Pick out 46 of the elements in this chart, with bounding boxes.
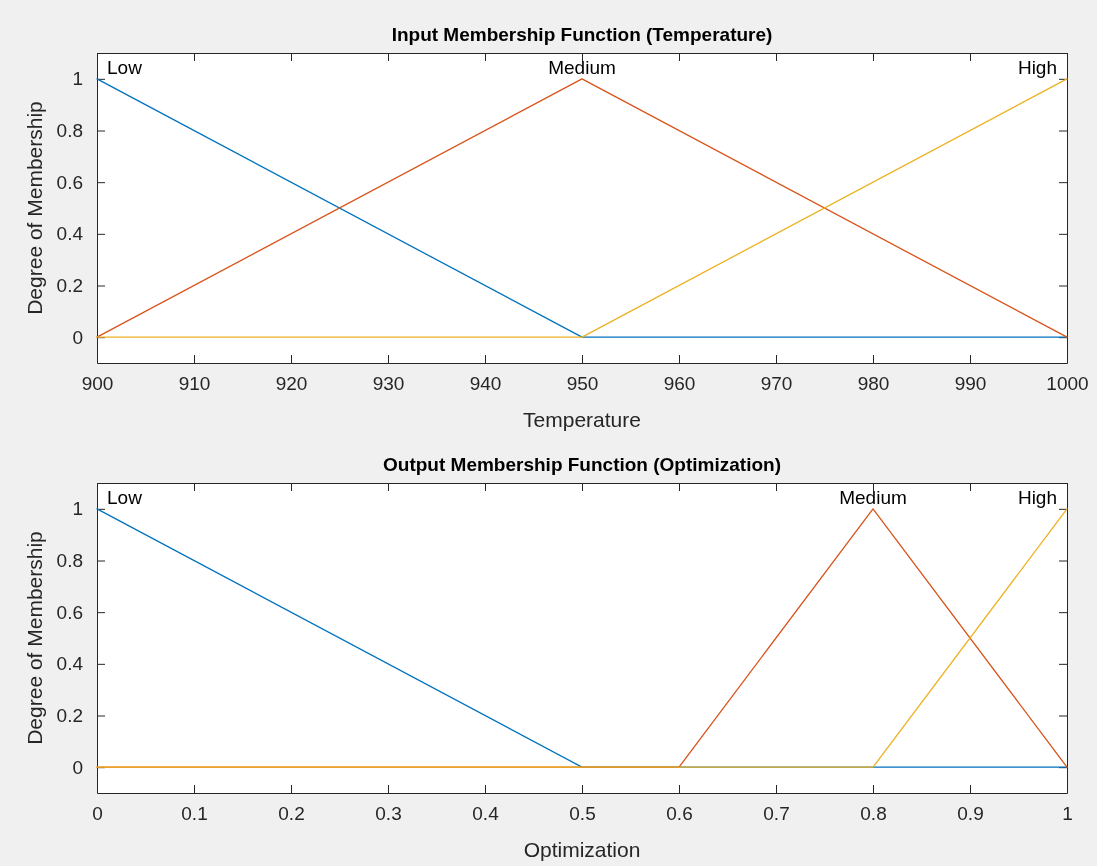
x-tick-label: 960	[663, 373, 696, 395]
x-tick-label: 0.9	[957, 803, 984, 825]
chart-title: Input Membership Function (Temperature)	[391, 24, 773, 45]
x-tick-label: 0.6	[666, 803, 693, 825]
x-tick-label: 0.5	[569, 803, 596, 825]
y-tick-label: 0	[72, 326, 83, 348]
x-tick-label: 920	[275, 373, 308, 395]
y-tick-label: 0.2	[56, 705, 83, 727]
x-tick-label: 0	[92, 803, 103, 825]
y-tick-label: 0.2	[56, 275, 83, 297]
x-tick-label: 0.8	[860, 803, 887, 825]
x-axis-title: Optimization	[523, 838, 641, 861]
series-label: Low	[107, 486, 143, 508]
series-label: Medium	[548, 56, 616, 78]
x-tick-label: 0.2	[278, 803, 305, 825]
series-label: High	[1017, 56, 1057, 78]
x-tick-label: 0.7	[763, 803, 790, 825]
x-axis-title: Temperature	[523, 408, 641, 431]
y-tick-label: 0.6	[56, 601, 83, 623]
x-tick-label: 1000	[1046, 373, 1089, 395]
y-axis-title: Degree of Membership	[23, 531, 46, 745]
y-tick-label: 0.4	[56, 223, 84, 245]
x-tick-label: 980	[857, 373, 890, 395]
x-tick-label: 970	[760, 373, 793, 395]
y-tick-label: 1	[72, 498, 83, 520]
series-label: Low	[107, 56, 143, 78]
y-tick-label: 0.4	[56, 653, 84, 675]
y-tick-label: 0	[72, 756, 83, 778]
x-tick-label: 930	[372, 373, 405, 395]
chart-title: Output Membership Function (Optimization)	[383, 454, 781, 475]
x-tick-label: 950	[566, 373, 599, 395]
series-label: High	[1017, 486, 1057, 508]
x-tick-label: 0.3	[375, 803, 402, 825]
y-tick-label: 0.8	[56, 550, 83, 572]
x-tick-label: 900	[81, 373, 114, 395]
y-axis-title: Degree of Membership	[23, 101, 46, 315]
series-label: Medium	[839, 486, 907, 508]
x-tick-label: 990	[954, 373, 987, 395]
y-tick-label: 0.8	[56, 120, 83, 142]
y-tick-label: 0.6	[56, 171, 83, 193]
y-tick-label: 1	[72, 68, 83, 90]
x-tick-label: 940	[469, 373, 502, 395]
x-tick-label: 910	[178, 373, 211, 395]
x-tick-label: 0.1	[181, 803, 208, 825]
x-tick-label: 0.4	[472, 803, 500, 825]
x-tick-label: 1	[1062, 803, 1073, 825]
